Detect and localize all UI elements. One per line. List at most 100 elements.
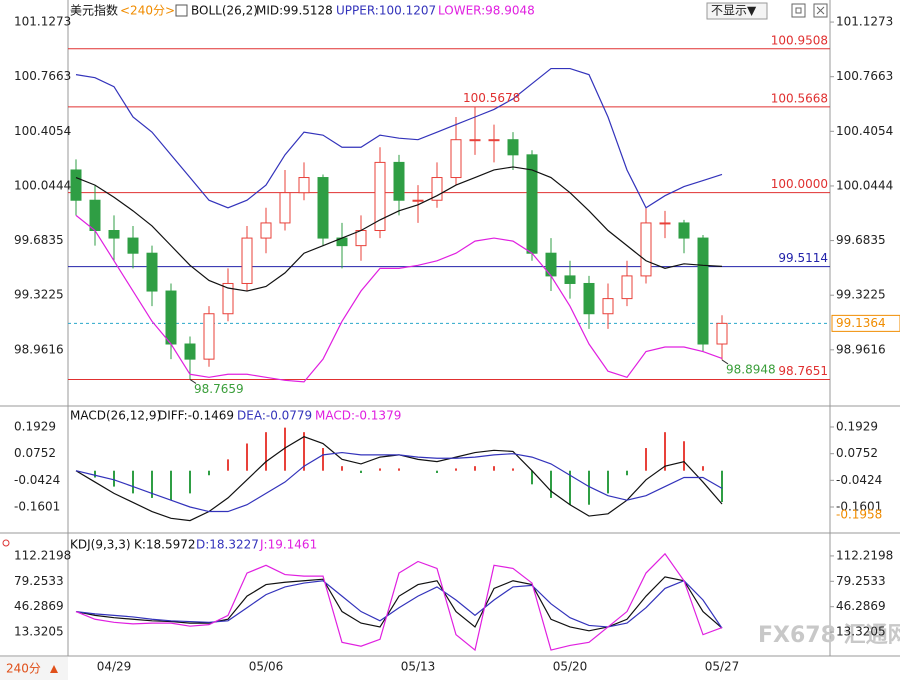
indicator-line [75, 214, 723, 383]
y-tick-label-left: 98.9616 [14, 342, 64, 356]
candle-body [412, 199, 424, 202]
candle-body [393, 161, 405, 201]
last-price-label: 99.1364 [836, 316, 886, 330]
legend-upper: UPPER:100.1207 [336, 4, 436, 18]
candle-body [488, 139, 500, 142]
candle-body [127, 237, 139, 254]
period-tab[interactable] [0, 657, 68, 680]
candle-body [716, 322, 728, 345]
candle-body [355, 230, 367, 247]
candle-body [602, 298, 614, 315]
legend-dea: DEA:-0.0779 [237, 409, 312, 423]
extreme-pointer [721, 359, 729, 365]
legend-diff: DIFF:-0.1469 [158, 409, 234, 423]
indicator-icon[interactable] [175, 4, 188, 17]
x-tick-label: 05/06 [249, 660, 284, 674]
candle-body [621, 275, 633, 300]
candle-body [697, 237, 709, 345]
candle-body [165, 290, 177, 345]
y-tick-label-left: 79.2533 [14, 574, 64, 588]
candle-body [298, 177, 310, 194]
y-tick-label-right: 46.2869 [836, 599, 886, 613]
settings-button[interactable] [791, 3, 806, 18]
indicator-line [75, 451, 723, 513]
candle-body [564, 275, 576, 284]
y-tick-label-right: 100.4054 [836, 124, 893, 138]
y-tick-label-right: -0.1601 [836, 500, 882, 514]
close-icon [816, 6, 825, 15]
candle-body [659, 222, 671, 225]
period-tab-arrow [50, 665, 58, 673]
candle-body [640, 222, 652, 277]
candle-body [317, 177, 329, 239]
price-level-label: 99.5114 [778, 251, 828, 265]
candle-body [70, 169, 82, 201]
y-tick-label-left: 13.3205 [14, 625, 64, 639]
y-tick-label-left: 101.1273 [14, 15, 71, 29]
instrument-title: 美元指数 [70, 3, 118, 18]
candle-body [203, 313, 215, 360]
y-tick-label-right: 79.2533 [836, 574, 886, 588]
candle-body [450, 139, 462, 179]
y-tick-label-right: 13.3205 [836, 625, 886, 639]
candle-body [241, 237, 253, 284]
y-tick-label-right: 100.0444 [836, 178, 893, 192]
y-tick-label-left: 100.4054 [14, 124, 71, 138]
legend-d: D:18.3227 [196, 538, 259, 552]
extreme-label: 100.5678 [463, 91, 520, 105]
candle-body [374, 161, 386, 232]
y-tick-label-right: -0.0424 [836, 473, 882, 487]
candle-body [108, 230, 120, 239]
candle-body [89, 199, 101, 232]
candle-body [260, 222, 272, 239]
candle-body [431, 177, 443, 201]
candle-body [184, 343, 196, 360]
price-level-label: 100.9508 [771, 33, 828, 47]
hide-button[interactable] [706, 2, 768, 20]
y-tick-label-left: -0.0424 [14, 473, 60, 487]
candle-body [279, 192, 291, 224]
indicator-line [75, 552, 723, 652]
y-tick-label-left: -0.1601 [14, 500, 60, 514]
price-level-label: 100.0000 [771, 177, 828, 191]
x-tick-label: 04/29 [97, 660, 132, 674]
y-tick-label-right: 101.1273 [836, 15, 893, 29]
indicator-line [75, 576, 723, 632]
legend-lower: LOWER:98.9048 [438, 4, 535, 18]
candle-body [222, 282, 234, 315]
y-tick-label-left: 100.0444 [14, 178, 71, 192]
legend-mid: MID:99.5128 [256, 4, 333, 18]
watermark: FX678 汇通网 [758, 623, 900, 648]
extreme-label: 98.8948 [726, 362, 776, 376]
extreme-label: 98.7659 [194, 382, 244, 396]
macd-title: MACD(26,12,9) [70, 409, 161, 423]
extreme-pointer [189, 379, 197, 384]
y-tick-label-right: 100.7663 [836, 69, 893, 83]
y-tick-label-left: 0.1929 [14, 419, 56, 433]
y-tick-label-left: 100.7663 [14, 69, 71, 83]
crosshair-icon [2, 539, 10, 547]
y-tick-label-right: 99.3225 [836, 288, 886, 302]
price-level-label: 98.7651 [778, 364, 828, 378]
y-tick-label-right: 112.2198 [836, 548, 893, 562]
y-tick-label-left: 99.3225 [14, 288, 64, 302]
candle-body [146, 252, 158, 292]
price-level-label: 100.5668 [771, 91, 828, 105]
y-tick-label-left: 112.2198 [14, 548, 71, 562]
candle-body [507, 139, 519, 156]
candle-body [469, 139, 481, 142]
period-tab-label: 240分 [6, 662, 41, 676]
cursor-value-label: -0.1958 [836, 508, 882, 522]
period-label: <240分> [120, 4, 175, 18]
legend-macd: MACD:-0.1379 [315, 409, 401, 423]
last-price-box [831, 314, 900, 332]
y-tick-label-left: 99.6835 [14, 233, 64, 247]
x-tick-label: 05/20 [553, 660, 588, 674]
legend-j: J:19.1461 [259, 538, 317, 552]
candle-body [678, 222, 690, 239]
y-tick-label-right: 99.6835 [836, 233, 886, 247]
y-tick-label-left: 0.0752 [14, 446, 56, 460]
